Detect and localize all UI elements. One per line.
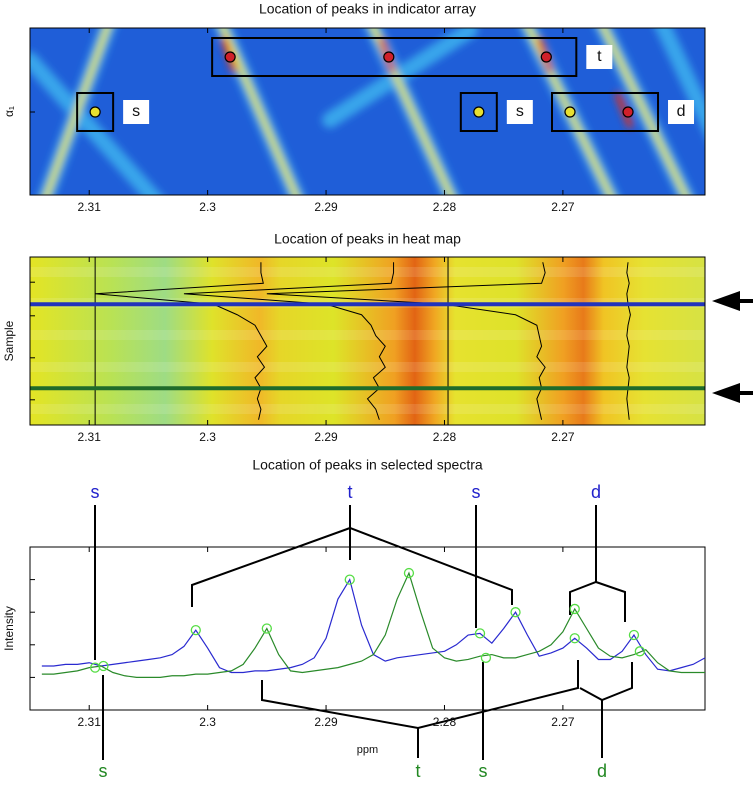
label-box	[586, 45, 613, 69]
bottom-multiplet-label: s	[99, 761, 108, 781]
chart-title: Location of peaks in selected spectra	[252, 457, 483, 473]
plot-border	[29, 27, 706, 196]
peak-marker	[628, 629, 640, 641]
peak-marker	[224, 51, 236, 63]
peak-box	[211, 37, 578, 77]
plot-border	[29, 546, 706, 711]
label-box	[123, 100, 150, 124]
peak-box	[459, 92, 498, 132]
peak-box	[76, 92, 115, 132]
x-tick-label: 2.29	[314, 430, 338, 444]
peak-marker	[634, 646, 646, 657]
peak-trace	[626, 262, 631, 420]
bottom-multiplet-label: d	[597, 761, 607, 781]
x-tick-label: 2.3	[199, 200, 216, 214]
spectrum-line	[41, 578, 706, 674]
x-tick-label: 2.27	[551, 715, 575, 729]
peak-marker	[569, 603, 580, 615]
peak-trace	[266, 262, 546, 420]
plot-border	[29, 256, 706, 426]
bottom-multiplet-label: t	[415, 761, 420, 781]
top-multiplet-label: s	[472, 482, 481, 502]
x-tick-label: 2.31	[78, 200, 102, 214]
x-tick-label: 2.28	[433, 430, 457, 444]
peak-marker	[190, 624, 201, 636]
peak-box	[551, 92, 660, 132]
chart-title: Location of peaks in indicator array	[259, 1, 476, 17]
peak-trace	[95, 262, 268, 420]
chart-title: Location of peaks in heat map	[274, 231, 461, 247]
top-multiplet-label: s	[91, 482, 100, 502]
peak-marker	[564, 106, 576, 118]
x-tick-label: 2.3	[199, 715, 216, 729]
multiplet-label: s	[132, 103, 140, 120]
x-tick-label: 2.3	[199, 430, 216, 444]
x-tick-label: 2.27	[551, 430, 575, 444]
label-box	[668, 100, 695, 124]
peak-marker	[622, 106, 634, 118]
row-arrows	[712, 291, 753, 403]
heat-map-image	[30, 257, 705, 425]
x-tick-label: 2.31	[78, 715, 102, 729]
peak-marker	[474, 628, 486, 639]
peak-marker	[261, 623, 272, 634]
x-axis-label: ppm	[357, 744, 378, 756]
y-axis-label: α₁	[2, 106, 16, 117]
top-multiplet-label: d	[591, 482, 601, 502]
peak-marker	[98, 660, 109, 672]
multiplet-label: d	[677, 103, 686, 120]
peak-marker	[480, 652, 492, 663]
y-axis-label: Sample	[2, 320, 16, 361]
peak-marker	[540, 51, 552, 63]
peak-marker	[403, 567, 415, 579]
x-tick-label: 2.29	[314, 715, 338, 729]
y-axis-label: Intensity	[2, 606, 16, 651]
spectrum-line	[41, 571, 705, 679]
label-box	[506, 100, 533, 124]
peak-marker	[569, 633, 580, 644]
peak-marker	[344, 574, 355, 585]
x-tick-label: 2.31	[78, 430, 102, 444]
x-tick-label: 2.27	[551, 200, 575, 214]
bottom-multiplet-label: s	[479, 761, 488, 781]
peak-brackets	[94, 505, 633, 760]
peak-marker	[383, 51, 395, 63]
x-tick-label: 2.28	[433, 200, 457, 214]
top-multiplet-label: t	[347, 482, 352, 502]
x-tick-label: 2.28	[433, 715, 457, 729]
multiplet-label: t	[597, 48, 602, 65]
peak-marker	[89, 106, 101, 118]
peak-marker	[510, 607, 521, 618]
peak-marker	[473, 106, 485, 118]
x-tick-label: 2.29	[314, 200, 338, 214]
multiplet-label: s	[516, 103, 524, 120]
peak-trace	[183, 262, 395, 420]
